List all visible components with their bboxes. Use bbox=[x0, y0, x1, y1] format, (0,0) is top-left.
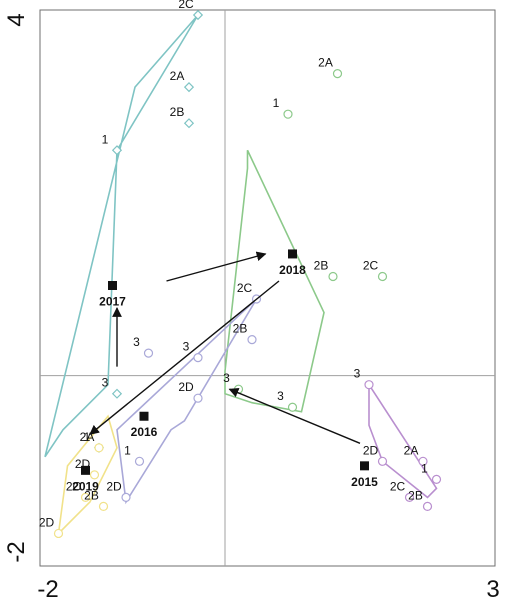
series-3-point-label-4: 2B bbox=[408, 488, 423, 502]
series-2-point-6 bbox=[121, 492, 131, 502]
series-4-point-1 bbox=[80, 492, 91, 502]
centroid-2 bbox=[81, 465, 90, 475]
series-0-point-0 bbox=[332, 69, 343, 79]
series-2-hull bbox=[116, 298, 258, 505]
series-3-point-label-5: 2D bbox=[363, 443, 379, 457]
series-0-point-label-0: 2A bbox=[318, 56, 333, 70]
series-0-point-label-3: 2C bbox=[363, 258, 379, 272]
series-4-point-0 bbox=[89, 470, 100, 480]
series-2-point-1 bbox=[247, 335, 257, 345]
series-0-point-label-1: 1 bbox=[273, 96, 280, 110]
series-0-hull bbox=[224, 149, 325, 413]
centroid-label-0: 2015 bbox=[351, 475, 378, 489]
trajectory-arrow-2 bbox=[166, 251, 267, 282]
series-1-point-2 bbox=[183, 118, 195, 129]
series-4-point-label-2: 2B bbox=[84, 488, 99, 502]
centroid-label-4: 2018 bbox=[279, 263, 306, 277]
series-3-point-4 bbox=[422, 501, 433, 512]
series-2-point-label-4: 2D bbox=[178, 380, 194, 394]
series-0-point-3 bbox=[377, 271, 388, 282]
series-4-point-4 bbox=[94, 443, 104, 453]
series-4-point-label-3: 2D bbox=[39, 515, 55, 529]
centroid-3 bbox=[108, 281, 117, 290]
series-2-point-3 bbox=[143, 348, 154, 358]
centroid-0 bbox=[360, 461, 369, 471]
series-3-point-label-3: 2C bbox=[390, 479, 406, 493]
series-3-point-0 bbox=[364, 380, 374, 390]
centroid-label-2: 2019 bbox=[72, 479, 99, 493]
series-3-point-5 bbox=[377, 456, 388, 466]
plot-frame bbox=[39, 9, 496, 567]
arrow-layer bbox=[89, 251, 361, 444]
series-2-point-4 bbox=[193, 393, 203, 403]
centroid-1 bbox=[139, 411, 149, 421]
x-axis: -2 3 bbox=[37, 576, 499, 600]
centroid-layer: 2015 2016 2019 2017 2018 bbox=[72, 249, 378, 493]
series-2-point-2 bbox=[193, 353, 203, 363]
y-tick-label-top: 4 bbox=[3, 13, 30, 26]
series-4-hull bbox=[57, 414, 118, 536]
series-0-point-2 bbox=[328, 271, 338, 282]
series-2-point-label-6: 2D bbox=[106, 479, 122, 493]
series-3-point-3 bbox=[404, 492, 415, 502]
series-4-point-label-1: 2C bbox=[66, 479, 82, 493]
trajectory-arrow-3 bbox=[89, 280, 280, 435]
series-4-point-label-4: 1 bbox=[84, 430, 91, 444]
series-4-point-3 bbox=[53, 528, 64, 539]
series-1-point-label-0: 2C bbox=[178, 0, 194, 11]
series-1-point-label-1: 2A bbox=[170, 69, 185, 83]
centroid-label-3: 2017 bbox=[99, 295, 126, 309]
y-tick-label-bottom: -2 bbox=[3, 541, 30, 562]
series-1-point-label-3: 1 bbox=[102, 132, 109, 146]
series-0-point-label-4: 3 bbox=[223, 371, 230, 385]
series-2-point-label-2: 3 bbox=[183, 340, 190, 354]
series-2-point-label-5: 1 bbox=[124, 443, 131, 457]
series-3-point-1 bbox=[418, 456, 428, 466]
series-2-point-5 bbox=[134, 456, 145, 466]
series-3-point-label-0: 3 bbox=[354, 367, 361, 381]
series-0-point-1 bbox=[283, 109, 293, 119]
centroid-4 bbox=[288, 249, 297, 259]
series-4-point-2 bbox=[98, 501, 109, 512]
x-tick-label-left: -2 bbox=[37, 576, 58, 600]
series-1-point-0 bbox=[192, 9, 204, 21]
series-3-point-label-2: 1 bbox=[421, 461, 428, 475]
series-1-point-label-2: 2B bbox=[170, 105, 185, 119]
series-3-point-2 bbox=[431, 474, 442, 484]
y-axis: 4 -2 bbox=[3, 13, 30, 562]
series-1-point-label-5: 3 bbox=[102, 376, 109, 390]
series-1-point-3 bbox=[111, 145, 123, 156]
series-2-point-label-1: 2B bbox=[233, 322, 248, 336]
series-0-point-label-5: 3 bbox=[277, 389, 284, 403]
series-3-hull bbox=[368, 381, 438, 499]
series-2-point-label-3: 3 bbox=[133, 335, 140, 349]
centroid-label-1: 2016 bbox=[131, 425, 158, 439]
series-1-point-5 bbox=[111, 388, 123, 399]
series-3-point-label-1: 2A bbox=[404, 443, 419, 457]
trajectory-arrow-0 bbox=[228, 388, 361, 444]
series-0-point-5 bbox=[287, 402, 298, 412]
series-1-point-1 bbox=[183, 82, 195, 93]
x-tick-label-right: 3 bbox=[486, 576, 499, 600]
series-0-point-label-2: 2B bbox=[314, 258, 329, 272]
series-2-point-label-0: 2C bbox=[237, 281, 253, 295]
